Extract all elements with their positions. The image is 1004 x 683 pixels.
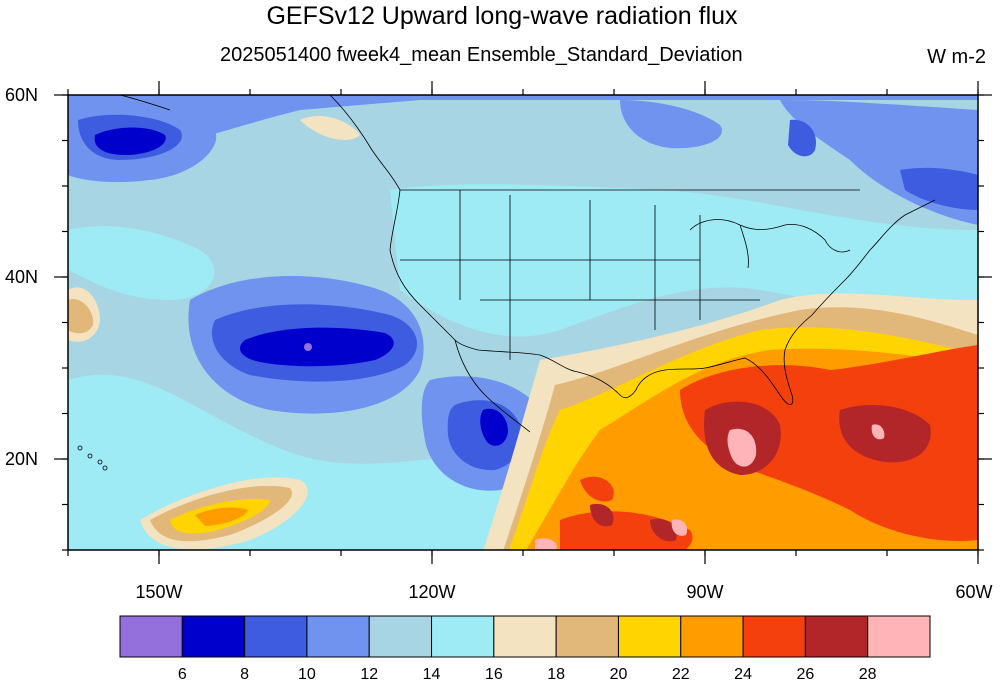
colorbar-swatch [804, 615, 869, 658]
y-tick-label: 20N [5, 449, 38, 469]
axis-tick-labels: 150W 120W 90W 60W 60N 40N 20N [5, 85, 993, 602]
colorbar-swatch [244, 615, 308, 658]
colorbar-label: 26 [796, 666, 814, 683]
axis-ticks [54, 81, 992, 564]
colorbar-swatch [617, 615, 682, 658]
colorbar-label: 20 [610, 666, 628, 683]
units-label: W m-2 [927, 46, 986, 68]
colorbar-label: 12 [360, 666, 378, 683]
colorbar-swatch [867, 615, 931, 658]
y-tick-label: 60N [5, 85, 38, 105]
colorbar-label: 22 [672, 666, 690, 683]
contour-field [68, 95, 978, 550]
colorbar-swatch [119, 615, 183, 658]
colorbar: 6 8 10 12 14 16 18 20 22 24 26 28 [119, 615, 931, 683]
colorbar-label: 14 [423, 666, 441, 683]
colorbar-label: 16 [485, 666, 503, 683]
colorbar-label: 24 [734, 666, 752, 683]
colorbar-swatch [742, 615, 806, 658]
map-subtitle: 2025051400 fweek4_mean Ensemble_Standard… [220, 44, 743, 66]
colorbar-swatch [181, 615, 246, 658]
map-title: GEFSv12 Upward long-wave radiation flux [266, 2, 738, 30]
x-tick-label: 120W [408, 582, 455, 602]
x-tick-label: 90W [686, 582, 723, 602]
colorbar-swatch [493, 615, 557, 658]
colorbar-swatch [368, 615, 433, 658]
colorbar-label: 6 [178, 666, 187, 683]
colorbar-swatch [555, 615, 619, 658]
colorbar-label: 18 [547, 666, 565, 683]
colorbar-label: 8 [240, 666, 249, 683]
y-tick-label: 40N [5, 267, 38, 287]
coastlines [68, 95, 936, 471]
colorbar-label: 28 [859, 666, 877, 683]
colorbar-swatch [431, 615, 495, 658]
x-tick-label: 150W [135, 582, 182, 602]
x-tick-label: 60W [955, 582, 992, 602]
colorbar-swatch [680, 615, 744, 658]
colorbar-swatch [306, 615, 370, 658]
colorbar-label: 10 [298, 666, 316, 683]
